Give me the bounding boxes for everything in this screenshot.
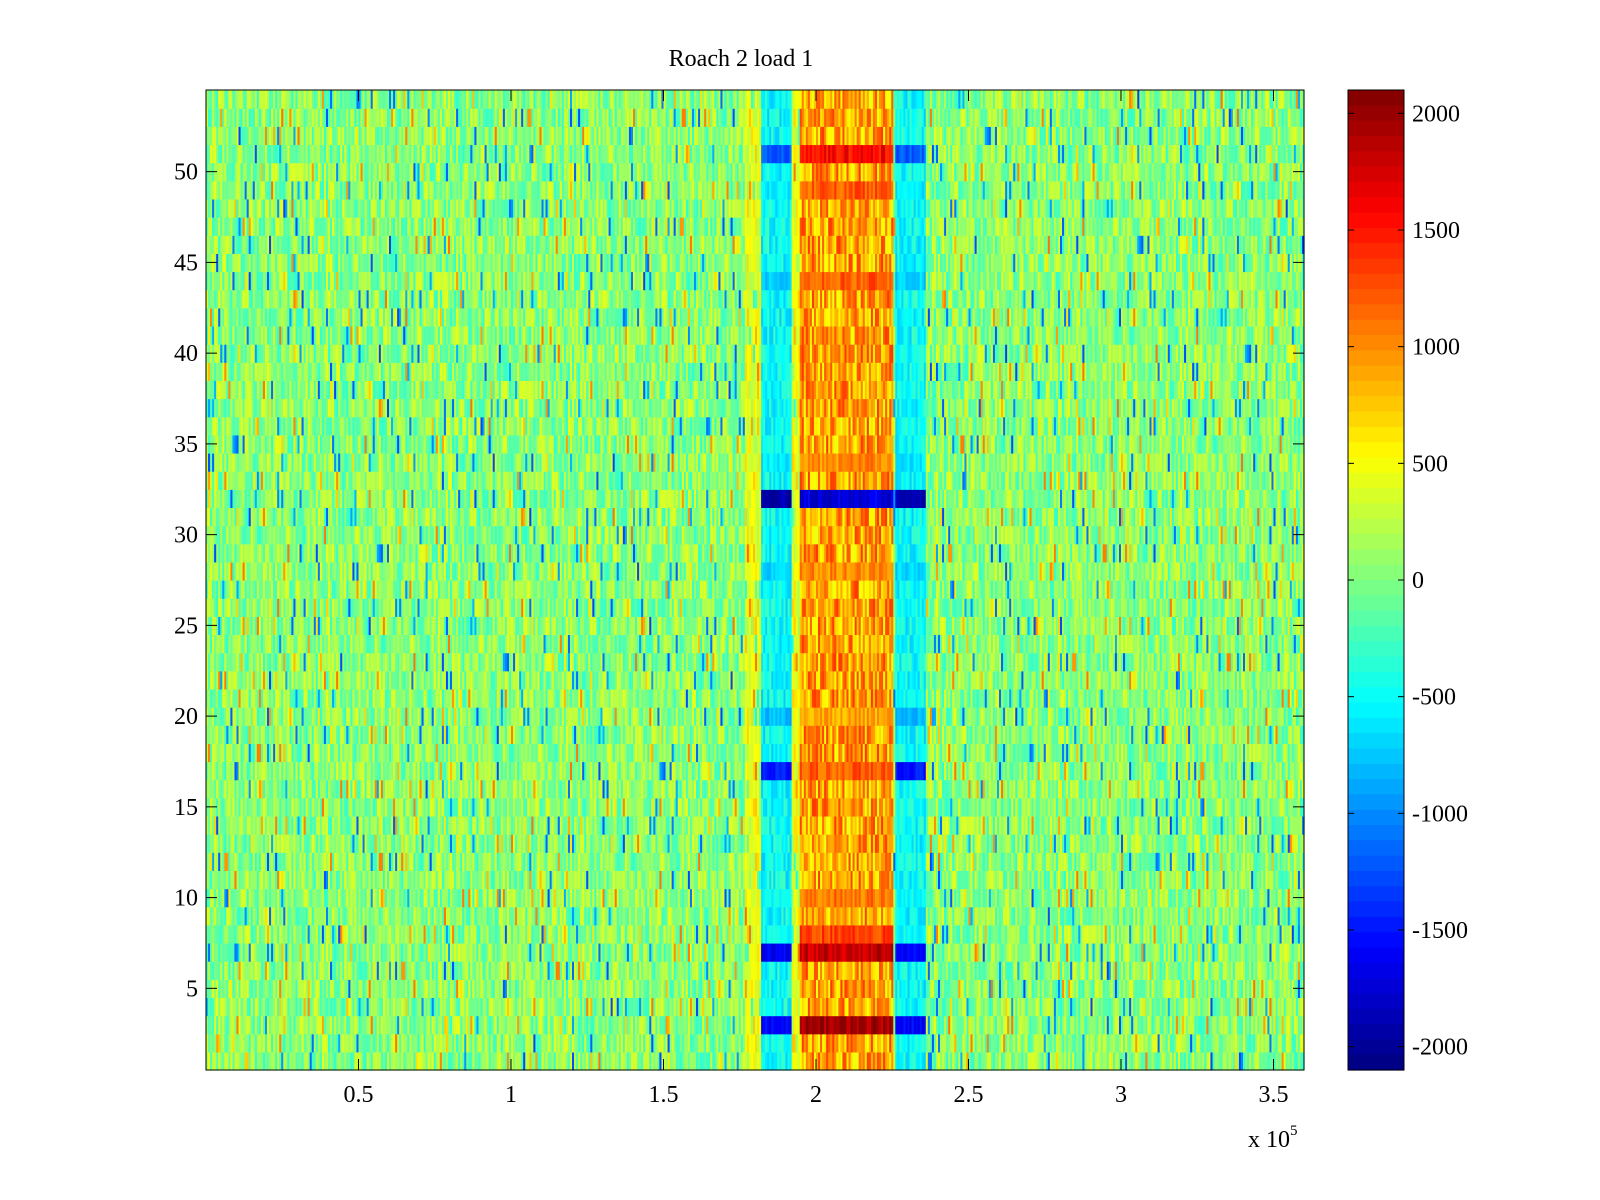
heatmap-row (206, 1016, 1305, 1035)
heatmap-row (206, 997, 1305, 1016)
heatmap-row (206, 943, 1305, 962)
figure: Roach 2 load 1 0.5 1 1.5 2 2.5 3 3.5 510152025… (0, 0, 1600, 1200)
chart-title: Roach 2 load 1 (669, 46, 814, 72)
heatmap-row (206, 1034, 1305, 1053)
heatmap-row (206, 1052, 1305, 1071)
heatmap-image (206, 90, 1305, 1071)
heatmap-row (206, 907, 1305, 926)
heatmap-row (206, 925, 1305, 944)
heatmap-row (206, 979, 1305, 998)
heatmap-row (206, 889, 1305, 908)
heatmap-row (206, 961, 1305, 980)
